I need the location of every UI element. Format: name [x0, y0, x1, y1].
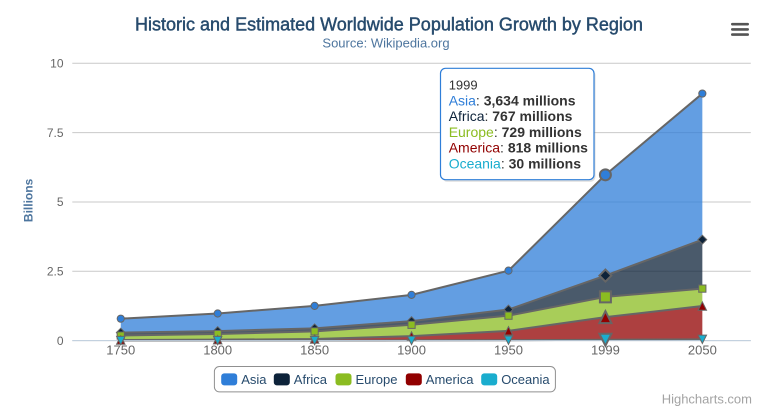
svg-text:Africa: Africa [294, 372, 328, 387]
svg-text:1950: 1950 [494, 342, 523, 357]
svg-text:1750: 1750 [106, 342, 135, 357]
svg-text:1850: 1850 [300, 342, 329, 357]
svg-text:America: 818 millions: America: 818 millions [449, 140, 588, 156]
svg-text:Source: Wikipedia.org: Source: Wikipedia.org [322, 36, 449, 51]
svg-text:Billions: Billions [22, 178, 36, 222]
svg-text:Oceania: 30 millions: Oceania: 30 millions [449, 155, 582, 171]
svg-text:Africa: 767 millions: Africa: 767 millions [449, 108, 573, 124]
svg-text:Europe: 729 millions: Europe: 729 millions [449, 124, 582, 140]
svg-text:0: 0 [57, 334, 64, 348]
svg-text:2050: 2050 [688, 342, 717, 357]
svg-text:2.5: 2.5 [47, 264, 64, 278]
svg-text:5: 5 [57, 195, 64, 209]
svg-text:America: America [426, 372, 474, 387]
svg-text:1800: 1800 [203, 342, 232, 357]
svg-text:Oceania: Oceania [501, 372, 550, 387]
svg-text:1999: 1999 [449, 78, 478, 93]
svg-text:Asia: 3,634 millions: Asia: 3,634 millions [449, 92, 576, 108]
svg-text:7.5: 7.5 [47, 126, 64, 140]
svg-text:Europe: Europe [356, 372, 398, 387]
svg-text:1900: 1900 [397, 342, 426, 357]
svg-text:10: 10 [50, 57, 64, 71]
svg-text:Asia: Asia [241, 372, 267, 387]
svg-text:1999: 1999 [591, 342, 620, 357]
svg-text:Highcharts.com: Highcharts.com [662, 392, 752, 407]
svg-text:Historic and Estimated Worldwi: Historic and Estimated Worldwide Populat… [135, 15, 643, 35]
